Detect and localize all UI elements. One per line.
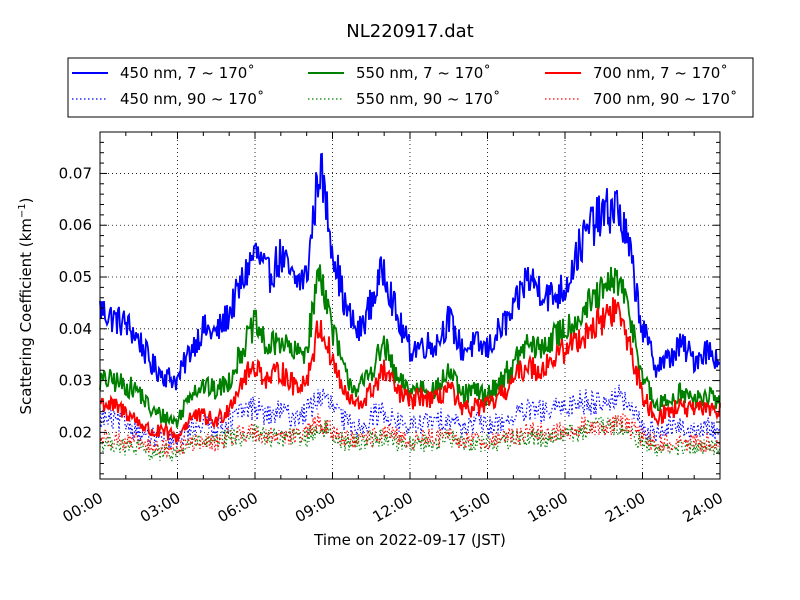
legend-label: 700 nm, 90 ~ 170˚ [593,90,737,108]
y-tick-label: 0.03 [59,372,92,390]
y-axis-label: Scattering Coefficient (km−1) [17,197,35,414]
legend-label: 450 nm, 7 ~ 170˚ [120,64,255,82]
y-tick-label: 0.05 [59,268,92,286]
series-line [99,297,721,443]
series-line [99,264,721,428]
y-tick-label: 0.07 [59,164,92,182]
x-tick-label: 15:00 [447,489,493,526]
x-tick-label: 21:00 [602,489,648,526]
y-tick-label: 0.06 [59,216,92,234]
x-tick-label: 00:00 [60,489,106,526]
y-tick-label: 0.04 [59,320,92,338]
series-line [99,384,721,449]
legend-label: 450 nm, 90 ~ 170˚ [120,90,264,108]
y-axis-label-end: ) [17,197,35,203]
legend-label: 550 nm, 90 ~ 170˚ [356,90,500,108]
legend: 450 nm, 7 ~ 170˚ 550 nm, 7 ~ 170˚ 700 nm, … [72,64,737,108]
series-line [99,413,721,459]
x-tick-label: 03:00 [137,489,183,526]
y-axis-label-sup: −1 [17,203,28,218]
x-tick-label: 18:00 [525,489,571,526]
y-axis-label-main: Scattering Coefficient (km [17,218,35,414]
series-line [99,152,721,391]
chart-title: NL220917.dat [346,21,473,42]
legend-label: 550 nm, 7 ~ 170˚ [356,64,491,82]
legend-label: 700 nm, 7 ~ 170˚ [593,64,728,82]
x-tick-label: 24:00 [680,489,726,526]
y-tick-label: 0.02 [59,423,92,441]
x-tick-label: 09:00 [292,489,338,526]
x-tick-label: 06:00 [215,489,261,526]
series-lines [99,152,721,462]
x-axis-label: Time on 2022-09-17 (JST) [313,531,506,549]
legend-box [67,57,754,118]
x-tick-label: 12:00 [370,489,416,526]
